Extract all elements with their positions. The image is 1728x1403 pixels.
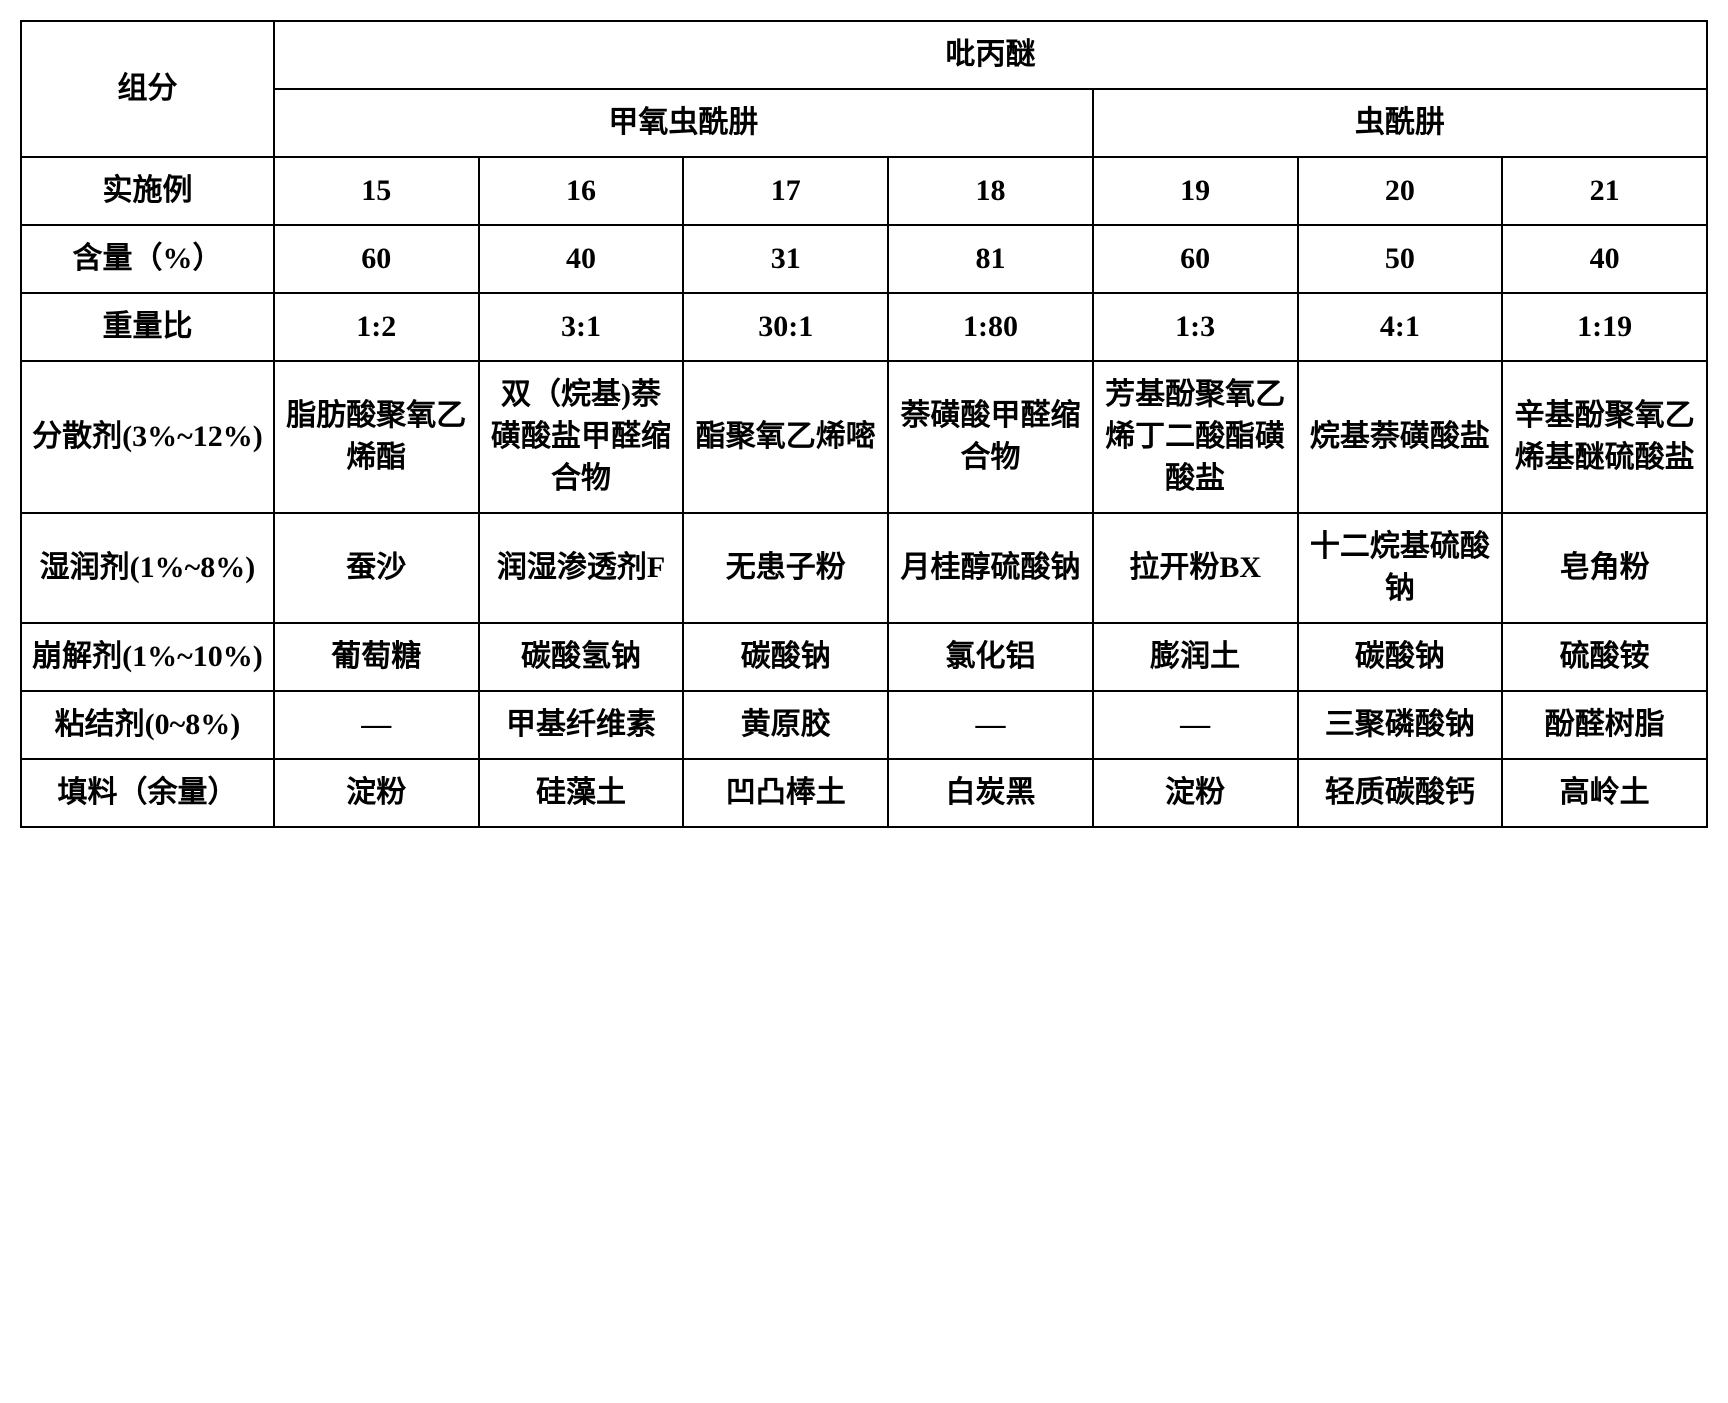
row-label: 含量（%）	[21, 225, 274, 293]
cell: 拉开粉BX	[1093, 513, 1298, 623]
cell: 1:19	[1502, 293, 1707, 361]
table-row: 湿润剂(1%~8%)蚕沙润湿渗透剂F无患子粉月桂醇硫酸钠拉开粉BX十二烷基硫酸钠…	[21, 513, 1707, 623]
cell: 21	[1502, 157, 1707, 225]
cell: 葡萄糖	[274, 623, 479, 691]
cell: 31	[683, 225, 888, 293]
cell: 17	[683, 157, 888, 225]
row-label: 分散剂(3%~12%)	[21, 361, 274, 513]
table-row: 分散剂(3%~12%)脂肪酸聚氧乙烯酯双（烷基)萘磺酸盐甲醛缩合物酯聚氧乙烯嘧萘…	[21, 361, 1707, 513]
cell: 甲基纤维素	[479, 691, 684, 759]
cell: 碳酸钠	[1298, 623, 1503, 691]
cell: 蚕沙	[274, 513, 479, 623]
row-label: 填料（余量）	[21, 759, 274, 827]
row-label: 粘结剂(0~8%)	[21, 691, 274, 759]
cell: 三聚磷酸钠	[1298, 691, 1503, 759]
header-sub1: 甲氧虫酰肼	[274, 89, 1093, 157]
cell: 无患子粉	[683, 513, 888, 623]
cell: 月桂醇硫酸钠	[888, 513, 1093, 623]
cell: 芳基酚聚氧乙烯丁二酸酯磺酸盐	[1093, 361, 1298, 513]
table-row: 实施例15161718192021	[21, 157, 1707, 225]
cell: 淀粉	[274, 759, 479, 827]
header-row-2: 甲氧虫酰肼 虫酰肼	[21, 89, 1707, 157]
formulation-table: 组分 吡丙醚 甲氧虫酰肼 虫酰肼 实施例15161718192021含量（%）6…	[20, 20, 1708, 828]
cell: 烷基萘磺酸盐	[1298, 361, 1503, 513]
cell: 黄原胶	[683, 691, 888, 759]
cell: 双（烷基)萘磺酸盐甲醛缩合物	[479, 361, 684, 513]
cell: 30:1	[683, 293, 888, 361]
cell: 酚醛树脂	[1502, 691, 1707, 759]
row-label: 实施例	[21, 157, 274, 225]
cell: 辛基酚聚氧乙烯基醚硫酸盐	[1502, 361, 1707, 513]
cell: —	[274, 691, 479, 759]
row-label: 崩解剂(1%~10%)	[21, 623, 274, 691]
formulation-table-container: 组分 吡丙醚 甲氧虫酰肼 虫酰肼 实施例15161718192021含量（%）6…	[20, 20, 1708, 828]
cell: 40	[1502, 225, 1707, 293]
cell: 60	[274, 225, 479, 293]
table-row: 崩解剂(1%~10%)葡萄糖碳酸氢钠碳酸钠氯化铝膨润土碳酸钠硫酸铵	[21, 623, 1707, 691]
cell: 十二烷基硫酸钠	[1298, 513, 1503, 623]
cell: 19	[1093, 157, 1298, 225]
cell: 60	[1093, 225, 1298, 293]
table-row: 含量（%）60403181605040	[21, 225, 1707, 293]
cell: 18	[888, 157, 1093, 225]
table-body: 实施例15161718192021含量（%）60403181605040重量比1…	[21, 157, 1707, 827]
cell: 碳酸钠	[683, 623, 888, 691]
cell: 4:1	[1298, 293, 1503, 361]
cell: 脂肪酸聚氧乙烯酯	[274, 361, 479, 513]
cell: 凹凸棒土	[683, 759, 888, 827]
table-row: 粘结剂(0~8%)—甲基纤维素黄原胶——三聚磷酸钠酚醛树脂	[21, 691, 1707, 759]
header-row-label: 组分	[21, 21, 274, 157]
cell: 1:80	[888, 293, 1093, 361]
cell: 1:3	[1093, 293, 1298, 361]
cell: 20	[1298, 157, 1503, 225]
table-row: 填料（余量）淀粉硅藻土凹凸棒土白炭黑淀粉轻质碳酸钙高岭土	[21, 759, 1707, 827]
table-row: 重量比1:23:130:11:801:34:11:19	[21, 293, 1707, 361]
cell: 高岭土	[1502, 759, 1707, 827]
cell: 40	[479, 225, 684, 293]
cell: 萘磺酸甲醛缩合物	[888, 361, 1093, 513]
cell: 15	[274, 157, 479, 225]
row-label: 湿润剂(1%~8%)	[21, 513, 274, 623]
cell: 轻质碳酸钙	[1298, 759, 1503, 827]
header-sub2: 虫酰肼	[1093, 89, 1707, 157]
cell: 白炭黑	[888, 759, 1093, 827]
cell: —	[1093, 691, 1298, 759]
cell: 50	[1298, 225, 1503, 293]
cell: 酯聚氧乙烯嘧	[683, 361, 888, 513]
cell: 硫酸铵	[1502, 623, 1707, 691]
cell: 16	[479, 157, 684, 225]
cell: 1:2	[274, 293, 479, 361]
cell: —	[888, 691, 1093, 759]
cell: 81	[888, 225, 1093, 293]
cell: 淀粉	[1093, 759, 1298, 827]
cell: 碳酸氢钠	[479, 623, 684, 691]
cell: 润湿渗透剂F	[479, 513, 684, 623]
cell: 膨润土	[1093, 623, 1298, 691]
cell: 3:1	[479, 293, 684, 361]
row-label: 重量比	[21, 293, 274, 361]
cell: 硅藻土	[479, 759, 684, 827]
cell: 皂角粉	[1502, 513, 1707, 623]
header-top: 吡丙醚	[274, 21, 1707, 89]
cell: 氯化铝	[888, 623, 1093, 691]
header-row-1: 组分 吡丙醚	[21, 21, 1707, 89]
